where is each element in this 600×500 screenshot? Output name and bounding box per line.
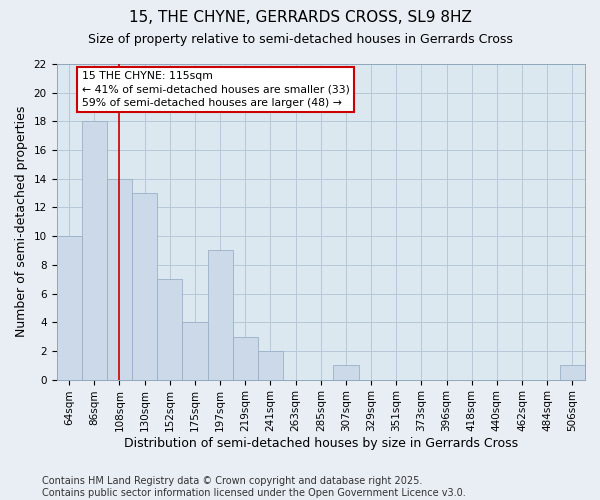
Bar (258, 351, 283, 380)
Bar (157, 279, 182, 380)
X-axis label: Distribution of semi-detached houses by size in Gerrards Cross: Distribution of semi-detached houses by … (124, 437, 518, 450)
Text: 15, THE CHYNE, GERRARDS CROSS, SL9 8HZ: 15, THE CHYNE, GERRARDS CROSS, SL9 8HZ (128, 10, 472, 25)
Bar (560, 366, 585, 380)
Y-axis label: Number of semi-detached properties: Number of semi-detached properties (15, 106, 28, 338)
Bar (233, 336, 258, 380)
Text: Contains HM Land Registry data © Crown copyright and database right 2025.
Contai: Contains HM Land Registry data © Crown c… (42, 476, 466, 498)
Bar (132, 193, 157, 380)
Bar (208, 250, 233, 380)
Bar (56, 236, 82, 380)
Bar (334, 366, 359, 380)
Bar (107, 179, 132, 380)
Bar (82, 122, 107, 380)
Text: Size of property relative to semi-detached houses in Gerrards Cross: Size of property relative to semi-detach… (88, 32, 512, 46)
Bar (182, 322, 208, 380)
Text: 15 THE CHYNE: 115sqm
← 41% of semi-detached houses are smaller (33)
59% of semi-: 15 THE CHYNE: 115sqm ← 41% of semi-detac… (82, 71, 350, 108)
